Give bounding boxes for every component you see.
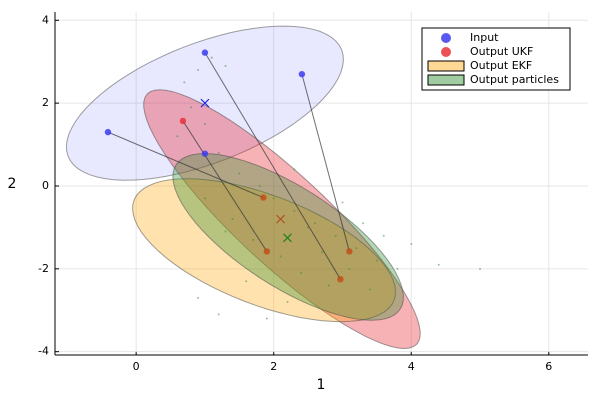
- particle: [265, 317, 268, 320]
- particle: [217, 313, 220, 316]
- particle: [300, 271, 303, 274]
- particle: [348, 267, 351, 270]
- link-line: [182, 120, 268, 252]
- legend-label: Output particles: [470, 73, 559, 86]
- particle: [224, 64, 227, 67]
- particle: [341, 201, 344, 204]
- particle: [355, 247, 358, 250]
- particle: [224, 230, 227, 233]
- y-tick-label: -2: [38, 262, 49, 275]
- particle: [375, 259, 378, 262]
- particle: [286, 300, 289, 303]
- particle: [217, 151, 220, 154]
- particle: [210, 56, 213, 59]
- particle: [279, 255, 282, 258]
- x-tick-label: 6: [545, 360, 552, 373]
- particle: [197, 296, 200, 299]
- point: [201, 49, 209, 56]
- particle: [320, 251, 323, 254]
- particle: [252, 238, 255, 241]
- particle: [293, 209, 296, 212]
- particle: [293, 168, 296, 171]
- x-tick-label: 0: [133, 360, 140, 373]
- x-tick-label: 4: [408, 360, 415, 373]
- y-tick-label: 0: [42, 179, 49, 192]
- particle: [203, 197, 206, 200]
- particle: [238, 172, 241, 175]
- particle: [176, 135, 179, 138]
- point: [337, 275, 344, 283]
- particle: [183, 81, 186, 84]
- legend-swatch: [427, 60, 465, 72]
- particle: [368, 288, 371, 291]
- legend-marker: [441, 47, 451, 57]
- particle: [410, 242, 413, 245]
- point: [346, 248, 353, 255]
- point: [260, 194, 267, 201]
- y-tick-label: 4: [42, 13, 49, 26]
- point: [179, 117, 187, 125]
- point: [298, 70, 306, 78]
- particle: [362, 222, 365, 225]
- y-axis-label: 2: [8, 176, 17, 192]
- legend-label: Output UKF: [470, 45, 533, 58]
- point: [201, 150, 209, 157]
- particle: [327, 284, 330, 287]
- particle: [258, 184, 261, 187]
- particle: [197, 68, 200, 71]
- particle: [245, 280, 248, 283]
- x-axis-label: 1: [317, 377, 326, 393]
- particle: [313, 222, 316, 225]
- legend-marker: [441, 33, 451, 43]
- mean-marker: [283, 233, 292, 243]
- particle: [334, 234, 337, 237]
- link-line: [204, 52, 341, 280]
- particle: [231, 218, 234, 221]
- mean-marker: [200, 98, 210, 108]
- point: [104, 128, 112, 136]
- particle: [307, 226, 310, 229]
- mean-marker: [276, 214, 286, 224]
- particle: [382, 234, 385, 237]
- particle: [203, 122, 206, 125]
- link-line: [107, 131, 264, 199]
- point: [263, 248, 271, 255]
- particle: [396, 267, 399, 270]
- legend-label: Output EKF: [470, 59, 532, 72]
- x-tick-label: 2: [270, 360, 277, 373]
- legend-label: Input: [470, 31, 499, 44]
- legend-swatch: [427, 74, 465, 86]
- y-tick-label: -4: [38, 345, 49, 358]
- particle: [272, 197, 275, 200]
- y-tick-label: 2: [42, 96, 49, 109]
- particle: [190, 106, 193, 109]
- particle: [479, 267, 482, 270]
- particle: [437, 263, 440, 266]
- link-line: [301, 74, 350, 252]
